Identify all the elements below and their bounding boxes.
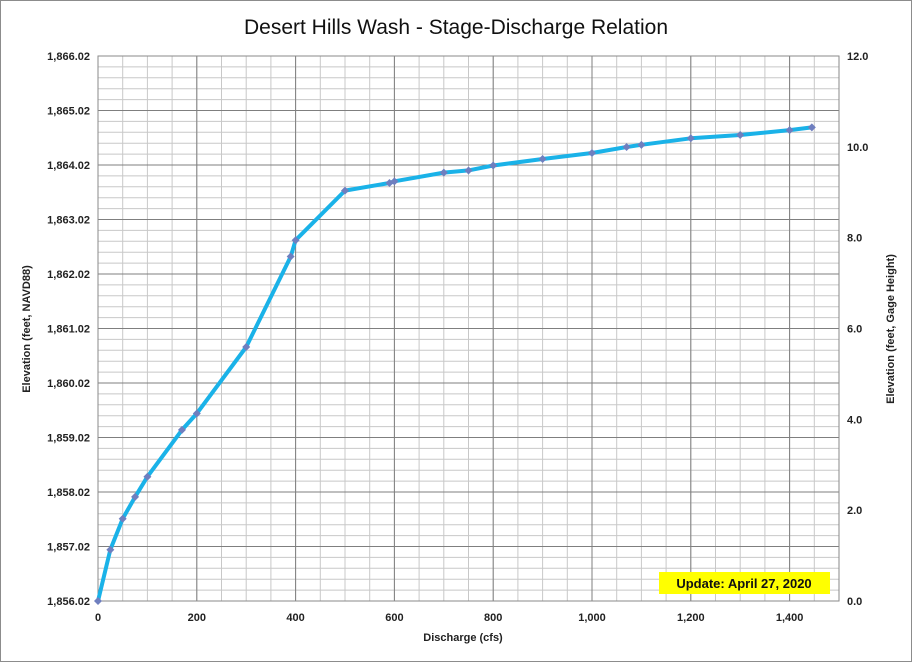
- x-tick-label: 0: [95, 612, 101, 624]
- y-tick-label: 1,861.02: [47, 324, 90, 336]
- y-tick-label: 1,857.02: [47, 542, 90, 554]
- y2-tick-label: 6.0: [847, 324, 862, 336]
- data-point: [489, 161, 498, 170]
- data-point: [588, 149, 596, 158]
- data-point: [94, 597, 102, 605]
- y-tick-label: 1,862.02: [47, 269, 90, 281]
- y-tick-label: 1,860.02: [47, 378, 90, 390]
- x-tick-label: 400: [286, 612, 304, 624]
- y2-tick-label: 8.0: [847, 233, 862, 245]
- plot-area-border: [97, 55, 840, 602]
- data-point: [118, 514, 127, 523]
- data-point: [807, 123, 816, 132]
- data-point: [686, 134, 695, 143]
- x-tick-label: 1,400: [776, 612, 804, 624]
- update-box: Update: April 27, 2020: [659, 572, 830, 594]
- data-point: [637, 140, 646, 149]
- left-axis-ticks: 1,856.02 1,857.02 1,858.02 1,859.02 1,860.02…: [47, 51, 90, 608]
- data-point: [736, 131, 745, 140]
- rating-curve-line: [96, 125, 814, 603]
- data-point: [439, 168, 448, 177]
- data-point: [106, 545, 115, 554]
- y-tick-label: 1,859.02: [47, 433, 90, 445]
- y-tick-label: 1,864.02: [47, 160, 90, 172]
- x-tick-label: 1,200: [677, 612, 705, 624]
- x-tick-label: 1,000: [578, 612, 606, 624]
- y-axis-label: Elevation (feet, NAVD88): [21, 265, 33, 393]
- y-tick-label: 1,865.02: [47, 106, 90, 118]
- data-point: [177, 425, 186, 434]
- y2-tick-label: 12.0: [847, 51, 868, 63]
- y-tick-label: 1,863.02: [47, 215, 90, 227]
- data-point: [785, 126, 794, 135]
- data-point: [622, 143, 631, 152]
- data-point: [242, 343, 251, 352]
- data-point: [538, 155, 547, 164]
- y2-tick-label: 2.0: [847, 505, 862, 517]
- y2-axis-label: Elevation (feet, Gage Height): [885, 254, 897, 404]
- data-point: [390, 177, 399, 186]
- x-axis-label: Discharge (cfs): [423, 632, 503, 644]
- x-tick-label: 600: [385, 612, 403, 624]
- y-tick-label: 1,866.02: [47, 51, 90, 63]
- y2-tick-label: 0.0: [847, 596, 862, 608]
- bottom-axis-ticks: 0 200 400 600 800 1,000 1,200 1,400: [95, 612, 803, 624]
- update-text: Update: April 27, 2020: [676, 576, 811, 591]
- data-point: [341, 186, 349, 195]
- data-point: [464, 166, 473, 175]
- data-point: [192, 409, 201, 418]
- x-tick-label: 800: [484, 612, 502, 624]
- data-point: [286, 252, 295, 261]
- data-point: [143, 472, 152, 481]
- data-point: [131, 492, 140, 501]
- update-box-background: [659, 572, 830, 594]
- data-point-markers: [94, 123, 816, 605]
- x-tick-label: 200: [188, 612, 206, 624]
- right-axis-ticks: 0.0 2.0 4.0 6.0 8.0 10.0 12.0: [847, 51, 868, 608]
- y-tick-label: 1,858.02: [47, 487, 90, 499]
- data-point: [291, 236, 300, 245]
- y-tick-label: 1,856.02: [47, 596, 90, 608]
- y2-tick-label: 4.0: [847, 414, 862, 426]
- y2-tick-label: 10.0: [847, 142, 868, 154]
- chart-title: Desert Hills Wash - Stage-Discharge Rela…: [244, 16, 668, 39]
